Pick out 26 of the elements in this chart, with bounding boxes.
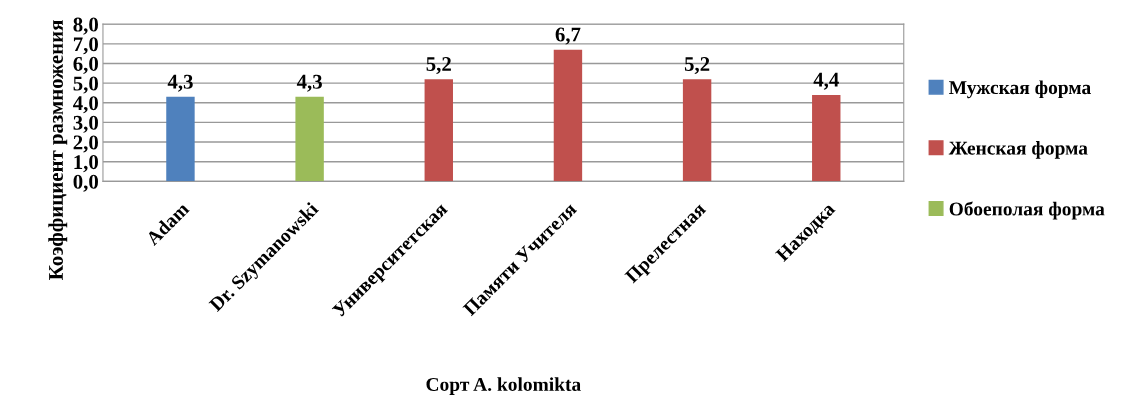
y-tick-label: 5,0 [73, 76, 98, 94]
x-axis-title: Сорт A. kolomikta [426, 377, 581, 395]
bar [424, 79, 453, 182]
legend-label: Женская форма [948, 141, 1088, 159]
bar [295, 96, 324, 182]
y-tick-label: 0,0 [73, 174, 98, 192]
y-tick-label: 1,0 [74, 155, 98, 173]
bar [166, 96, 195, 182]
legend-label: Мужская форма [949, 80, 1091, 99]
text: 5,2 [684, 57, 710, 75]
text: 4,4 [813, 72, 839, 90]
bar [812, 94, 841, 182]
bar [682, 79, 712, 182]
y-tick-label: 6,0 [73, 56, 98, 74]
y-axis-title: Коэффициент размножения [48, 20, 68, 280]
text: 4,3 [167, 74, 193, 92]
y-tick-label: 4,0 [73, 96, 98, 114]
y-tick-label: 7,0 [73, 37, 98, 55]
y-tick-label: 8,0 [73, 17, 98, 35]
y-tick-label: 2,0 [73, 135, 98, 153]
text: 5,2 [426, 57, 451, 75]
text: 4,3 [296, 74, 322, 92]
bar [553, 49, 583, 182]
y-tick-label: 3,0 [73, 115, 98, 133]
text: 6,7 [555, 27, 581, 45]
legend-label: Обоеполая форма [949, 201, 1105, 220]
